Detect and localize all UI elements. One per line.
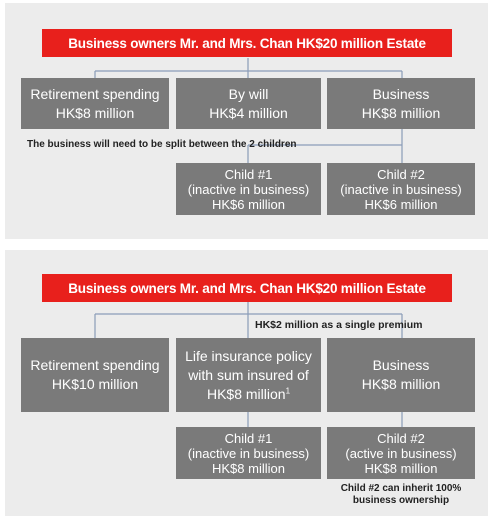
box-amount: HK$8 million [361, 376, 441, 392]
child-2-box: Child #2 (active in business) HK$8 milli… [327, 427, 475, 479]
estate-header: Business owners Mr. and Mrs. Chan HK$20 … [42, 29, 452, 57]
box-amount: HK$8 million1 [207, 385, 290, 404]
box-label: Business [372, 357, 430, 373]
ownership-note: Child #2 can inherit 100% business owner… [327, 483, 475, 507]
child-1-box: Child #1 (inactive in business) HK$8 mil… [176, 427, 321, 479]
box-label: By will [228, 85, 269, 102]
child-amount: HK$6 million [364, 196, 438, 212]
footnote-marker: 1 [285, 385, 291, 395]
ownership-note-line1: Child #2 can inherit 100% [340, 483, 462, 494]
business-box: Business HK$8 million [327, 78, 475, 129]
box-label-line2: with sum insured of [188, 366, 309, 383]
bottom-connector-lines [94, 302, 403, 427]
child-label: Child #2 [377, 430, 425, 446]
ownership-note-line2: business ownership [352, 495, 450, 506]
box-amount: HK$8 million [55, 104, 135, 121]
child-status: (inactive in business) [187, 445, 310, 461]
retirement-spending-box: Retirement spending HK$8 million [21, 78, 169, 129]
top-diagram-panel: Business owners Mr. and Mrs. Chan HK$20 … [5, 3, 488, 239]
box-label: Retirement spending [30, 85, 160, 102]
child-status: (inactive in business) [340, 181, 462, 197]
life-insurance-box: Life insurance policy with sum insured o… [176, 338, 321, 412]
child-label: Child #2 [377, 166, 425, 182]
business-box: Business HK$8 million [327, 338, 475, 412]
child-1-box: Child #1 (inactive in business) HK$6 mil… [176, 163, 321, 215]
child-2-box: Child #2 (inactive in business) HK$6 mil… [327, 163, 475, 215]
by-will-box: By will HK$4 million [176, 78, 321, 129]
top-connector-lines [94, 58, 403, 163]
estate-header: Business owners Mr. and Mrs. Chan HK$20 … [42, 274, 452, 302]
estate-header-text: Business owners Mr. and Mrs. Chan HK$20 … [68, 35, 426, 51]
child-status: (inactive in business) [187, 181, 310, 197]
bottom-diagram-panel: Business owners Mr. and Mrs. Chan HK$20 … [5, 250, 488, 516]
box-amount: HK$10 million [51, 376, 139, 392]
child-amount: HK$6 million [212, 196, 285, 212]
box-label: Retirement spending [30, 357, 160, 373]
retirement-spending-box: Retirement spending HK$10 million [21, 338, 169, 412]
split-note: The business will need to be split betwe… [27, 139, 297, 150]
box-label: Business [372, 85, 430, 102]
box-amount: HK$4 million [209, 104, 288, 121]
child-label: Child #1 [224, 430, 273, 446]
box-label: Life insurance policy [185, 347, 312, 364]
child-amount: HK$8 million [364, 460, 438, 476]
estate-header-text: Business owners Mr. and Mrs. Chan HK$20 … [68, 280, 426, 296]
child-status: (active in business) [345, 445, 457, 461]
child-amount: HK$8 million [212, 460, 285, 476]
premium-note: HK$2 million as a single premium [255, 319, 423, 331]
insured-amount: HK$8 million [206, 385, 286, 402]
child-label: Child #1 [224, 166, 273, 182]
box-amount: HK$8 million [361, 104, 441, 121]
